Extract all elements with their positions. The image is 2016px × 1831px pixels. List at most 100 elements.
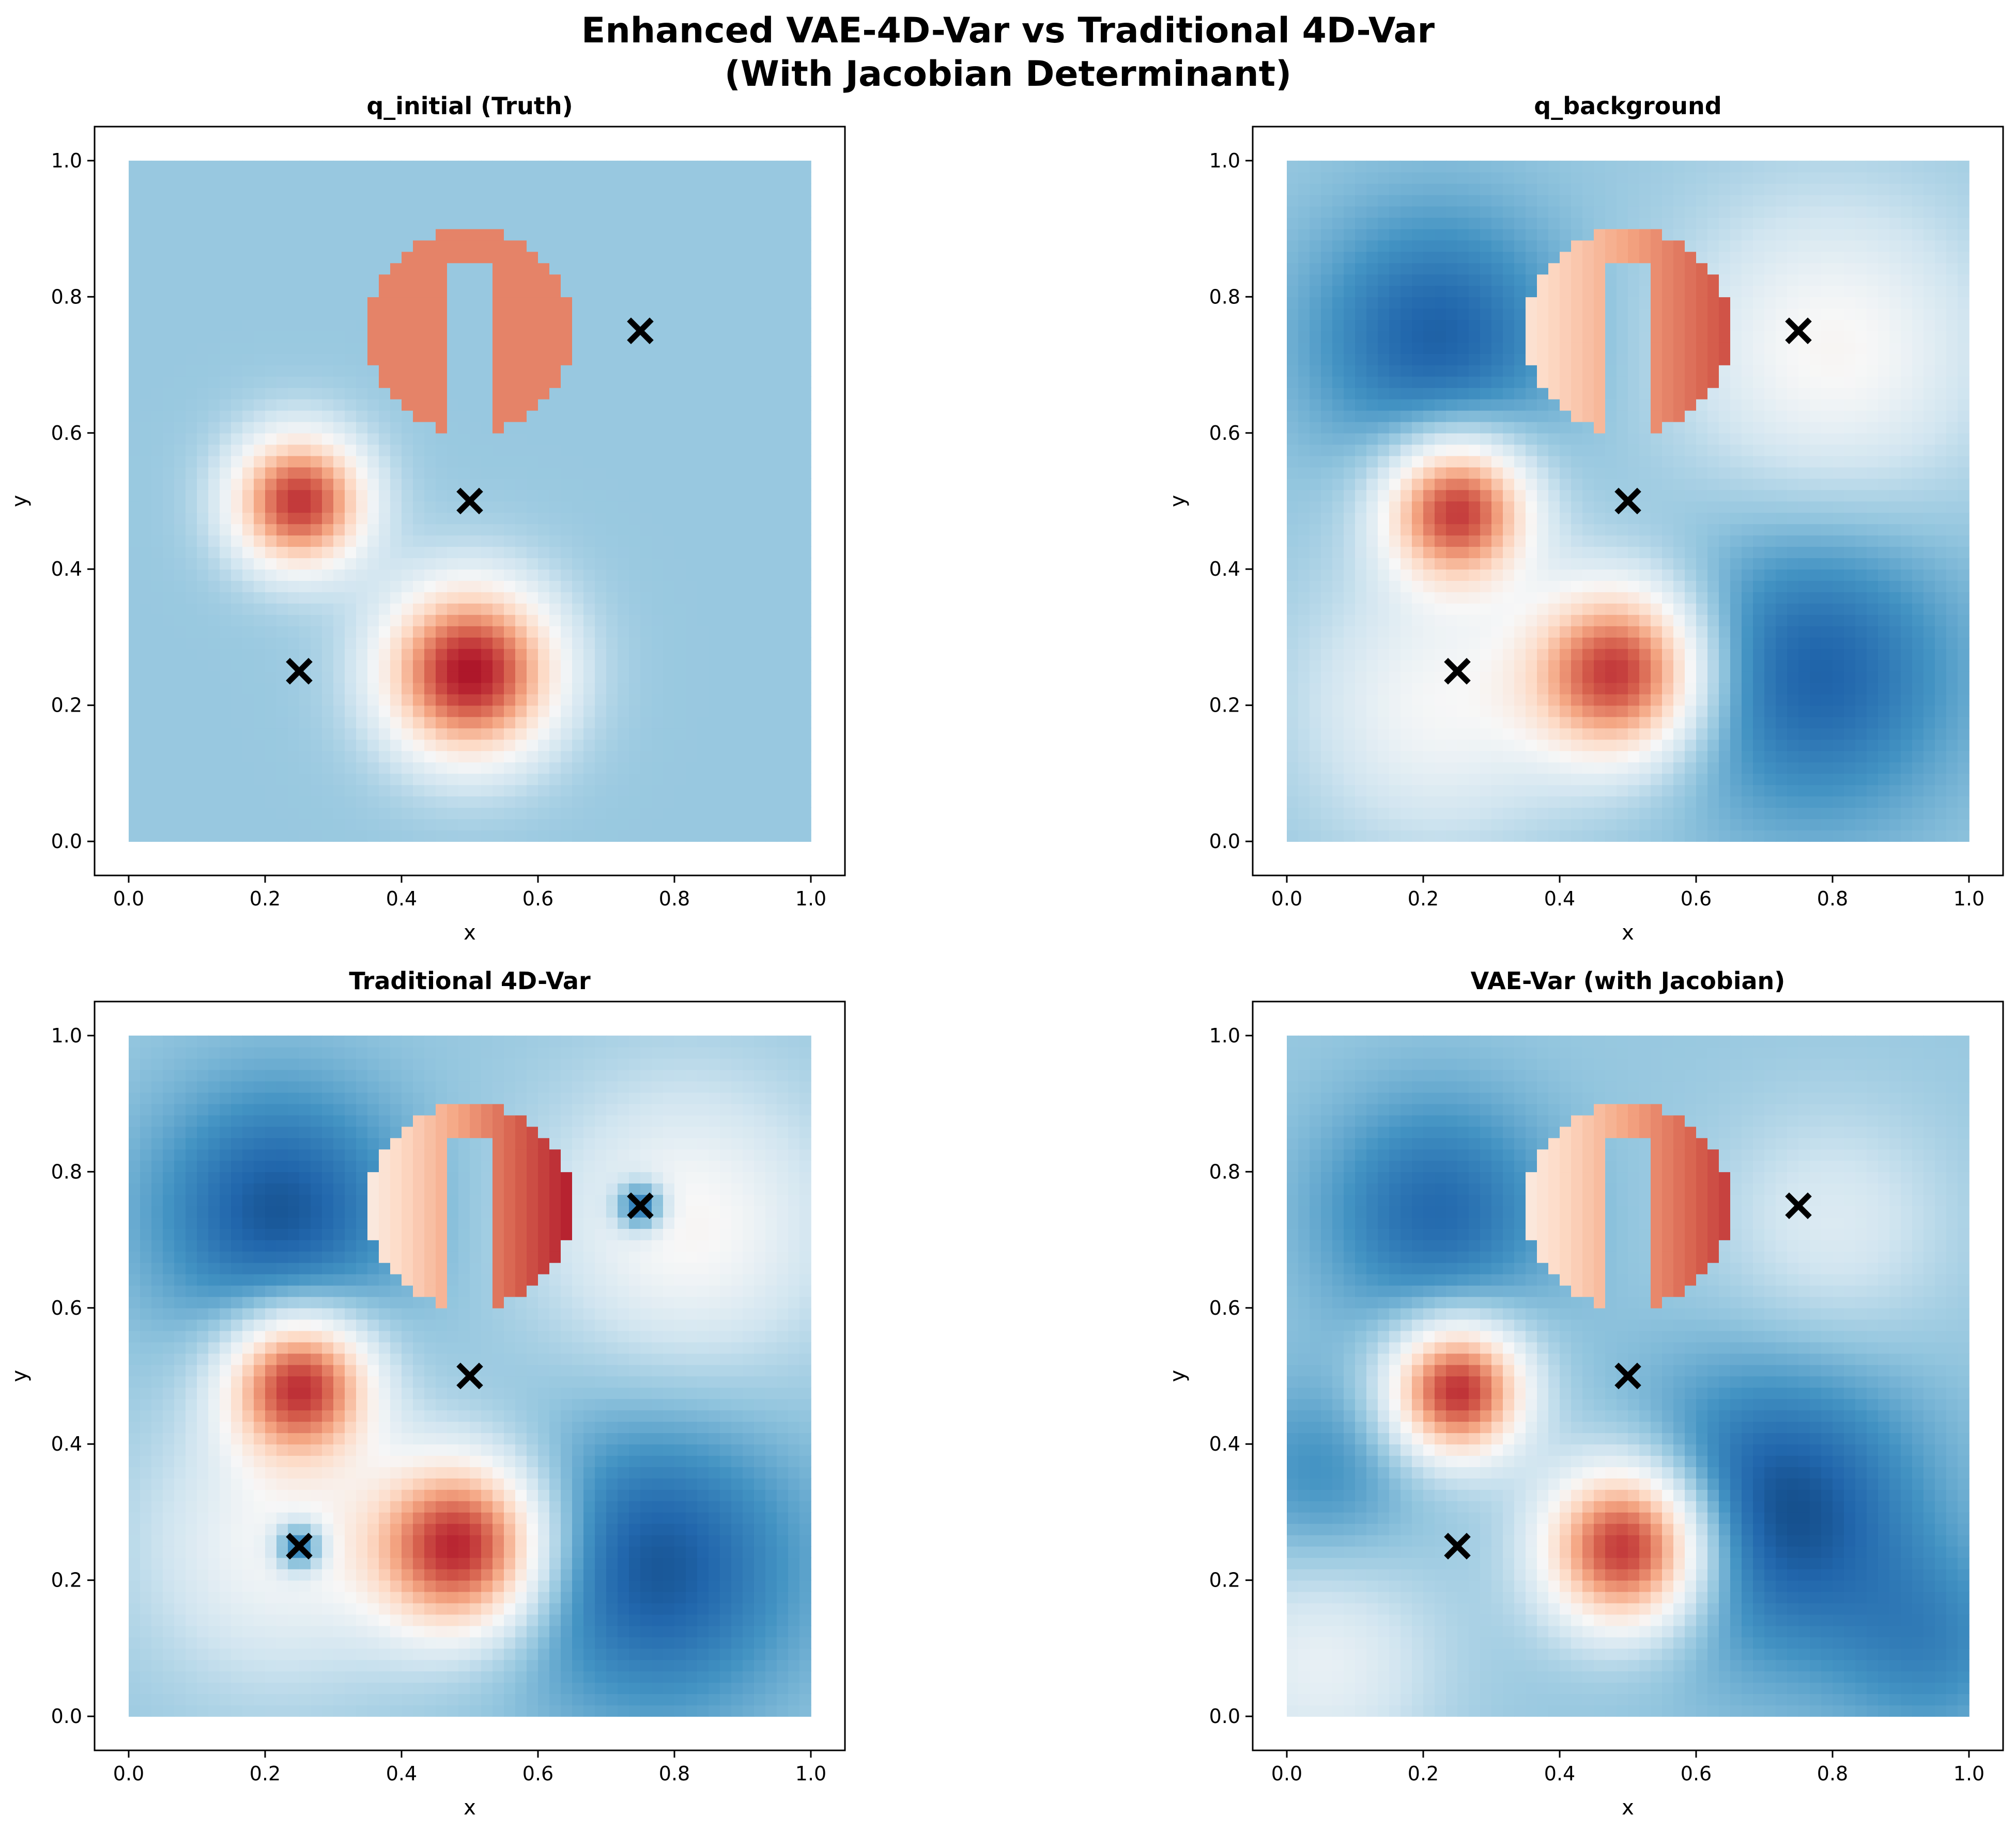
heatmap-cell — [765, 784, 777, 797]
heatmap-cell — [1503, 398, 1515, 411]
heatmap-cell — [413, 830, 425, 842]
heatmap-cell — [493, 659, 504, 672]
heatmap-cell — [595, 489, 607, 502]
heatmap-cell — [572, 784, 584, 797]
heatmap-cell — [504, 512, 516, 525]
heatmap-cell — [231, 773, 243, 786]
heatmap-cell — [208, 433, 220, 445]
heatmap-cell — [777, 194, 789, 207]
heatmap-cell — [1321, 830, 1333, 842]
heatmap-cell — [481, 410, 493, 422]
heatmap-cell — [504, 626, 516, 638]
heatmap-cell — [481, 569, 493, 581]
heatmap-cell — [1503, 217, 1515, 229]
heatmap-cell — [333, 807, 345, 820]
heatmap-cell — [1332, 694, 1344, 706]
heatmap-cell — [1469, 353, 1481, 365]
heatmap-cell — [697, 524, 709, 536]
heatmap-cell — [174, 455, 186, 468]
heatmap-cell — [527, 807, 538, 820]
heatmap-cell — [720, 194, 732, 207]
heatmap-cell — [674, 455, 686, 468]
heatmap-cell — [390, 682, 402, 695]
heatmap-cell — [413, 807, 425, 820]
heatmap-cell — [572, 580, 584, 592]
heatmap-cell — [595, 455, 607, 468]
heatmap-cell — [390, 274, 402, 286]
heatmap-cell — [424, 331, 436, 343]
heatmap-cell — [1469, 376, 1481, 388]
heatmap-cell — [1389, 376, 1401, 388]
heatmap-cell — [1469, 637, 1481, 649]
heatmap-cell — [493, 285, 504, 298]
heatmap-cell — [777, 830, 789, 842]
heatmap-cell — [1435, 524, 1446, 536]
heatmap-cell — [1344, 183, 1356, 195]
heatmap-cell — [481, 206, 493, 218]
heatmap-cell — [686, 762, 698, 774]
heatmap-cell — [606, 626, 618, 638]
heatmap-cell — [345, 206, 357, 218]
heatmap-cell — [1298, 603, 1310, 615]
heatmap-cell — [777, 251, 789, 264]
heatmap-cell — [220, 308, 232, 320]
heatmap-cell — [402, 183, 413, 195]
heatmap-cell — [720, 524, 732, 536]
heatmap-cell — [1537, 546, 1549, 559]
heatmap-cell — [1412, 501, 1424, 513]
heatmap-cell — [1423, 535, 1435, 547]
heatmap-cell — [1412, 546, 1424, 559]
heatmap-cell — [515, 682, 527, 695]
heatmap-cell — [493, 648, 504, 660]
heatmap-cell — [743, 387, 755, 399]
heatmap-cell — [447, 251, 459, 264]
heatmap-cell — [163, 819, 175, 830]
heatmap-cell — [709, 263, 720, 275]
heatmap-cell — [709, 217, 720, 229]
heatmap-cell — [799, 172, 811, 184]
heatmap-cell — [561, 387, 573, 399]
heatmap-cell — [208, 762, 220, 774]
heatmap-cell — [709, 637, 720, 649]
heatmap-cell — [163, 387, 175, 399]
heatmap-cell — [254, 637, 266, 649]
heatmap-cell — [777, 535, 789, 547]
heatmap-cell — [1446, 365, 1458, 377]
heatmap-cell — [390, 398, 402, 411]
heatmap-cell — [640, 682, 652, 695]
heatmap-cell — [288, 819, 300, 830]
heatmap-cell — [561, 716, 573, 729]
heatmap-cell — [515, 228, 527, 241]
heatmap-cell — [208, 331, 220, 343]
heatmap-cell — [731, 183, 743, 195]
heatmap-cell — [311, 501, 322, 513]
heatmap-cell — [311, 308, 322, 320]
heatmap-cell — [515, 694, 527, 706]
heatmap-cell — [265, 194, 277, 207]
heatmap-cell — [1378, 830, 1390, 842]
heatmap-cell — [720, 387, 732, 399]
heatmap-cell — [743, 750, 755, 763]
heatmap-cell — [1332, 830, 1344, 842]
heatmap-cell — [276, 614, 288, 626]
heatmap-cell — [595, 160, 607, 173]
heatmap-cell — [447, 569, 459, 581]
heatmap-cell — [504, 398, 516, 411]
heatmap-cell — [777, 569, 789, 581]
heatmap-cell — [1469, 614, 1481, 626]
heatmap-cell — [1469, 592, 1481, 604]
heatmap-cell — [470, 592, 482, 604]
heatmap-cell — [1321, 773, 1333, 786]
heatmap-cell — [1435, 626, 1446, 638]
heatmap-cell — [1401, 353, 1412, 365]
heatmap-cell — [197, 467, 209, 479]
heatmap-cell — [424, 410, 436, 422]
heatmap-cell — [640, 694, 652, 706]
heatmap-cell — [629, 694, 641, 706]
heatmap-cell — [208, 716, 220, 729]
heatmap-cell — [186, 353, 197, 365]
heatmap-cell — [788, 353, 800, 365]
heatmap-cell — [220, 228, 232, 241]
heatmap-cell — [515, 172, 527, 184]
heatmap-cell — [379, 387, 391, 399]
